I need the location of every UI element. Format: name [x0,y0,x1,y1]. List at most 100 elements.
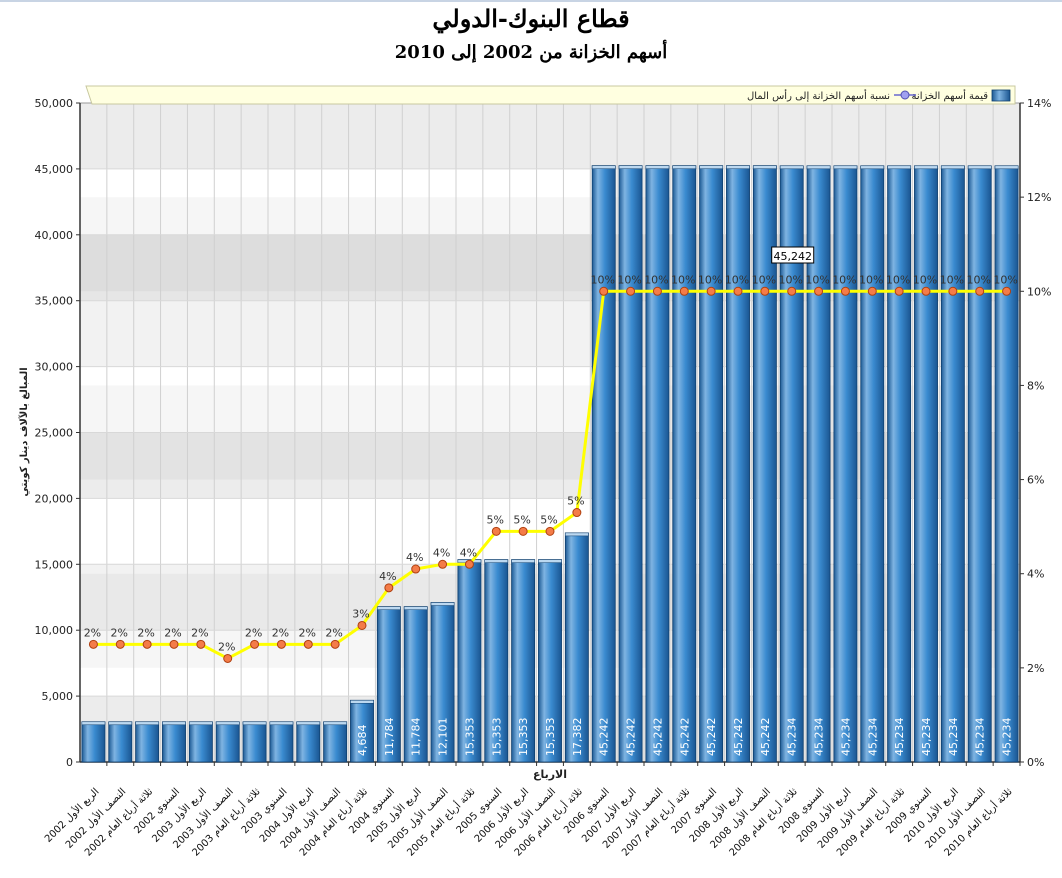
ratio-label: 10% [644,273,668,286]
ratio-point [626,286,636,296]
bar-body [188,721,213,763]
bar-cap [215,721,240,726]
bar-value-label: 45,234 [947,718,960,757]
ratio-point [1002,286,1012,296]
bar-cap [672,165,697,169]
ratio-point [679,286,689,296]
bar: 15,353 [538,559,562,763]
bar-cap [565,532,589,537]
ratio-label: 5% [487,513,504,526]
y-tick-label: 10,000 [35,624,74,637]
ratio-label: 10% [590,273,614,286]
ratio-point [894,286,904,296]
ratio-point [921,286,931,296]
bar-cap [242,721,267,726]
y-tick-label: 30,000 [35,361,74,374]
ratio-label: 10% [966,273,990,286]
y2-tick-label: 10% [1027,285,1051,298]
y2-tick-label: 6% [1027,474,1044,487]
bar-body [860,165,885,763]
ratio-label: 4% [433,546,450,559]
y2-tick-label: 8% [1027,379,1044,392]
window-top-border [0,0,1062,2]
ratio-point [303,639,313,649]
bar: 45,242 [726,165,750,763]
bar-value-label: 15,353 [544,718,557,757]
ratio-point [652,286,662,296]
chart-subtitle: أسهم الخزانة من 2002 إلى 2010 [394,42,668,63]
bar: 45,242 [618,165,643,763]
bar-value-label: 11,784 [383,718,396,757]
bar-body [591,165,616,763]
ratio-point [384,583,394,593]
bar-cap [860,165,885,170]
bar-value-label: 45,234 [1001,718,1014,757]
bar-value-label: 15,353 [517,718,530,757]
bar-cap [162,721,186,726]
bar-value-label: 45,242 [732,718,745,757]
ratio-label: 4% [460,546,477,559]
bar-body [967,165,992,763]
ratio-label: 10% [859,273,883,286]
bar: 45,242 [645,165,670,763]
bar-value-label: 4,684 [356,725,369,757]
ratio-point [438,559,448,569]
bar-body [296,721,321,763]
bar [269,721,294,763]
ratio-label: 5% [567,495,584,508]
bar-body [726,165,750,763]
bar-cap [967,165,992,170]
ratio-point [706,286,716,296]
bar: 45,234 [967,165,992,763]
bar-cap [806,165,831,170]
bar: 17,382 [564,532,589,763]
bar: 45,234 [860,165,885,763]
ratio-point [787,286,797,296]
bar-cap [914,165,938,170]
bar-value-label: 45,242 [705,718,718,757]
y-tick-label: 20,000 [35,492,74,505]
bar: 15,353 [457,559,482,763]
bar-cap [269,721,294,726]
y-tick-label: 35,000 [35,295,74,308]
bar-body [672,165,697,763]
y2-tick-label: 4% [1027,568,1044,581]
tooltip-text: 45,242 [773,250,812,263]
bar-cap [323,721,347,726]
bar [215,721,240,763]
ratio-point [572,508,582,518]
bar-value-label: 45,234 [866,718,879,757]
bar [162,721,186,763]
bar [81,721,106,763]
y2-tick-label: 0% [1027,756,1044,769]
ratio-label: 10% [913,273,937,286]
bar-cap [511,559,535,563]
bar-value-label: 45,242 [651,718,664,757]
ratio-label: 3% [352,607,369,620]
ratio-label: 2% [111,626,128,639]
bar-cap [753,165,777,169]
y-tick-label: 45,000 [35,163,74,176]
bar-cap [377,606,401,610]
bar-cap [135,721,159,726]
bar-cap [350,700,374,704]
bar-body [108,721,133,763]
bar: 11,784 [376,606,401,763]
bar: 12,101 [430,602,455,763]
bar-body [833,165,858,763]
bar-body [135,721,160,763]
bar [135,721,160,763]
ratio-point [276,639,286,649]
bar-value-label: 45,234 [813,718,826,757]
ratio-point [196,639,206,649]
bar [242,721,267,763]
ratio-label: 2% [245,626,262,639]
bar: 45,234 [914,165,938,763]
ratio-label: 10% [698,273,722,286]
bar: 45,242 [591,165,616,763]
legend-bar-label: قيمة أسهم الخزانة [912,89,989,102]
bar-cap [833,165,858,170]
ratio-point [142,639,152,649]
bar-body [994,165,1019,763]
bar-body [699,165,724,763]
